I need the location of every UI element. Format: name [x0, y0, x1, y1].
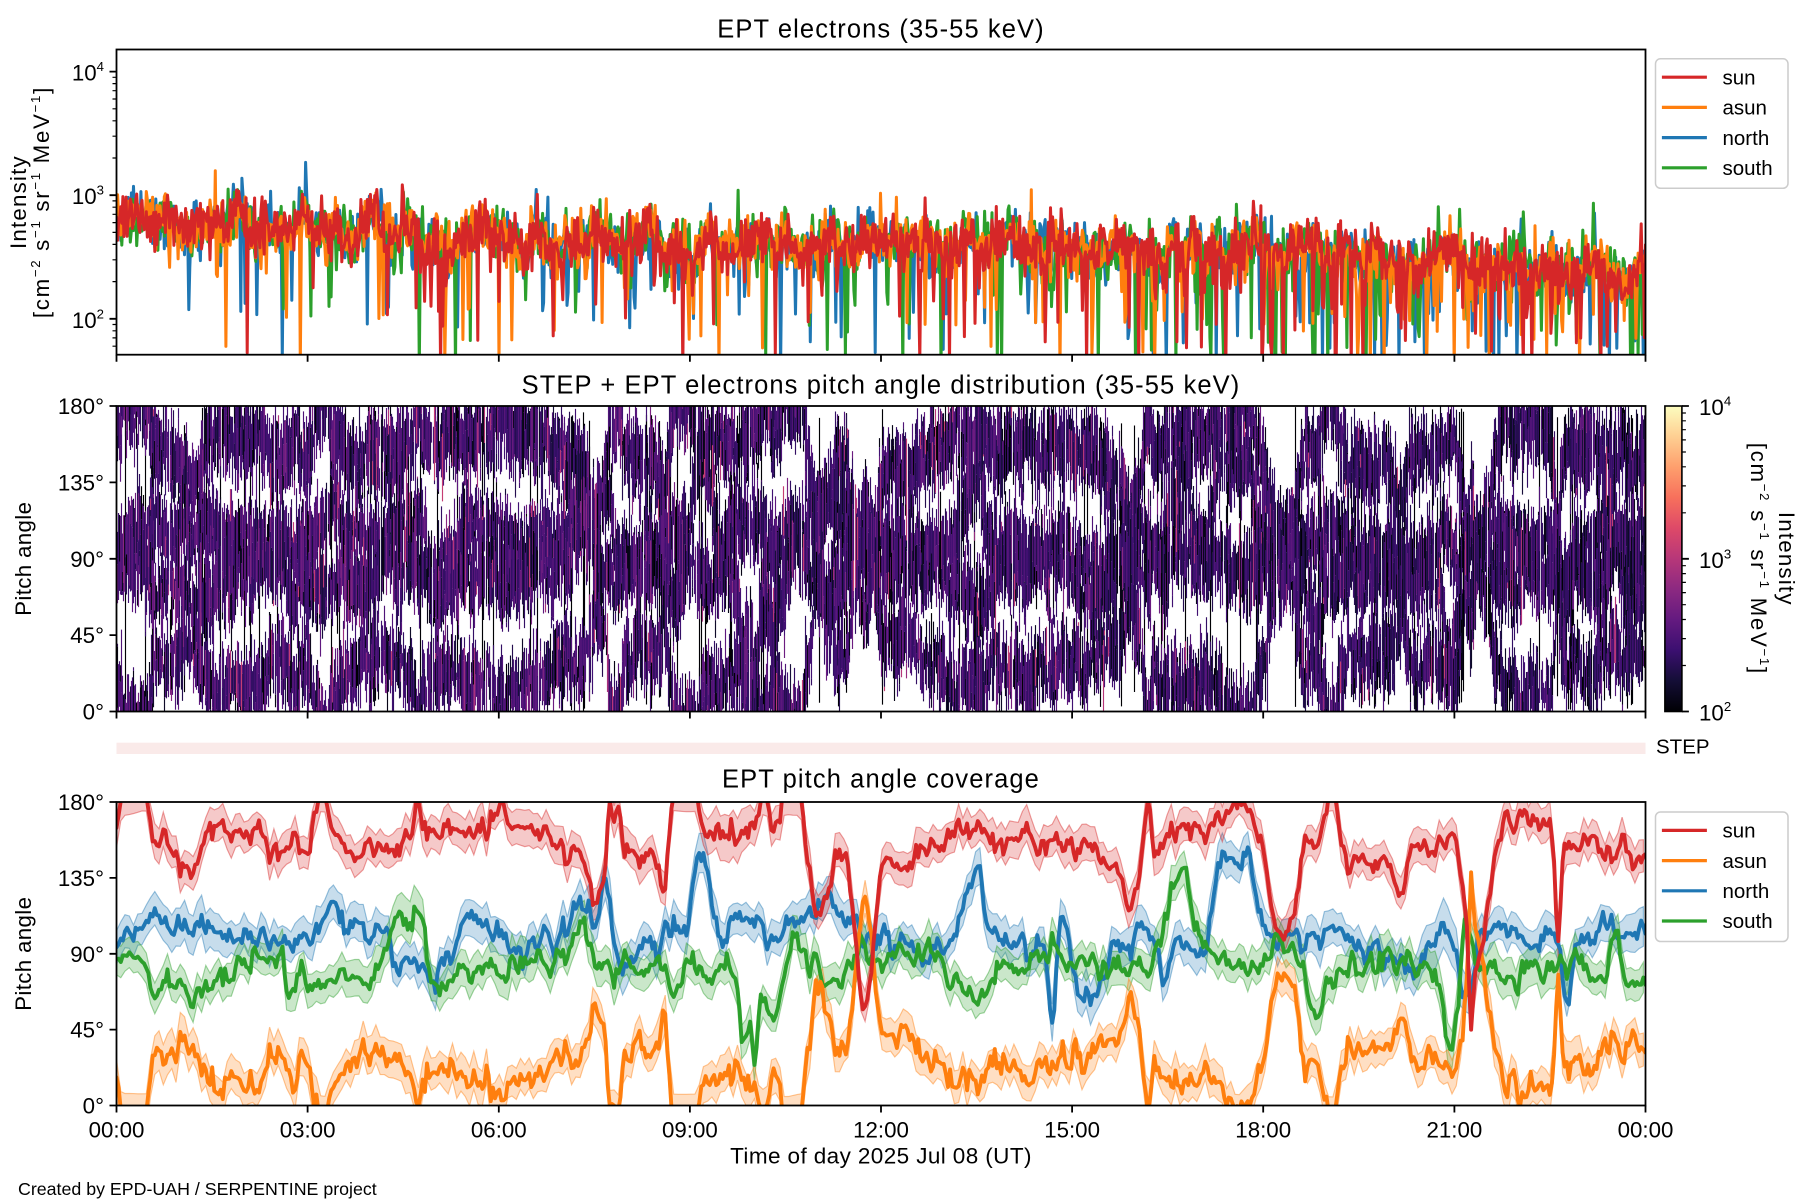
svg-text:[cm−2 s−1 sr−1 MeV−1]: [cm−2 s−1 sr−1 MeV−1] — [1746, 443, 1772, 675]
svg-text:[cm−2 s−1 sr−1 MeV−1]: [cm−2 s−1 sr−1 MeV−1] — [28, 86, 54, 318]
svg-text:00:00: 00:00 — [89, 1118, 145, 1143]
svg-text:135°: 135° — [58, 470, 104, 495]
svg-text:Created by EPD-UAH / SERPENTIN: Created by EPD-UAH / SERPENTINE project — [18, 1179, 377, 1199]
svg-text:135°: 135° — [58, 866, 104, 891]
svg-text:18:00: 18:00 — [1235, 1118, 1291, 1143]
svg-text:STEP: STEP — [1656, 736, 1710, 759]
svg-text:0°: 0° — [83, 1094, 104, 1119]
svg-text:0°: 0° — [83, 700, 104, 725]
svg-text:12:00: 12:00 — [853, 1118, 909, 1143]
svg-text:north: north — [1723, 127, 1770, 150]
svg-text:00:00: 00:00 — [1618, 1118, 1674, 1143]
svg-text:180°: 180° — [58, 394, 104, 419]
svg-text:STEP + EPT electrons pitch ang: STEP + EPT electrons pitch angle distrib… — [522, 372, 1241, 400]
svg-text:asun: asun — [1723, 97, 1767, 120]
svg-text:EPT electrons (35-55 keV): EPT electrons (35-55 keV) — [717, 16, 1045, 44]
svg-text:Intensity: Intensity — [1774, 512, 1799, 606]
svg-text:45°: 45° — [70, 1018, 104, 1043]
svg-text:north: north — [1723, 880, 1770, 903]
svg-text:south: south — [1723, 157, 1773, 180]
svg-text:21:00: 21:00 — [1427, 1118, 1483, 1143]
svg-text:180°: 180° — [58, 790, 104, 815]
svg-text:45°: 45° — [70, 623, 104, 648]
svg-text:90°: 90° — [70, 942, 104, 967]
svg-text:Intensity: Intensity — [6, 155, 31, 249]
svg-text:Pitch angle: Pitch angle — [11, 502, 36, 616]
svg-text:90°: 90° — [70, 547, 104, 572]
svg-text:south: south — [1723, 910, 1773, 933]
svg-text:Time of day 2025 Jul 08 (UT): Time of day 2025 Jul 08 (UT) — [730, 1144, 1032, 1169]
svg-text:sun: sun — [1723, 66, 1756, 89]
svg-text:03:00: 03:00 — [280, 1118, 336, 1143]
svg-text:EPT pitch angle coverage: EPT pitch angle coverage — [722, 766, 1040, 794]
svg-text:asun: asun — [1723, 850, 1767, 873]
svg-text:15:00: 15:00 — [1044, 1118, 1100, 1143]
svg-text:sun: sun — [1723, 820, 1756, 843]
svg-text:Pitch angle: Pitch angle — [11, 897, 36, 1011]
svg-text:06:00: 06:00 — [471, 1118, 527, 1143]
svg-text:09:00: 09:00 — [662, 1118, 718, 1143]
